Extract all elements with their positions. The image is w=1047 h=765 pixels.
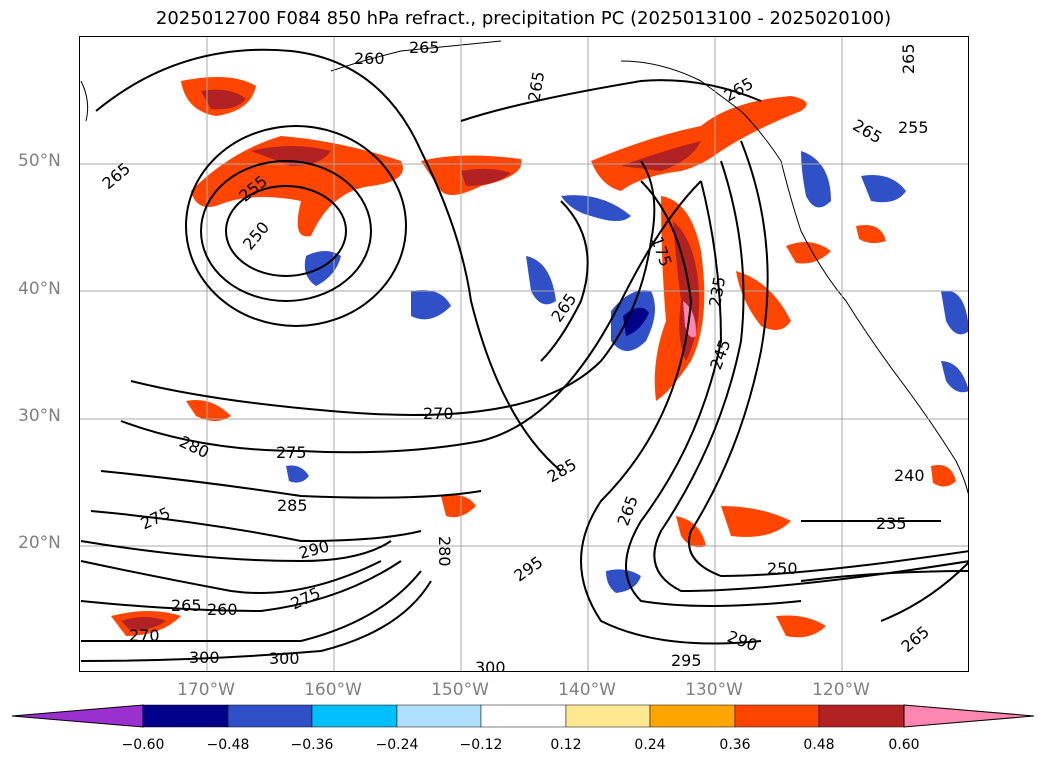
contour-label: 265 — [849, 116, 885, 148]
contour-label: 265 — [899, 43, 918, 74]
contour-label: 265 — [409, 38, 440, 57]
colorbar-segment — [142, 704, 229, 728]
contour-label: 245 — [706, 337, 734, 372]
colorbar-segment — [565, 704, 651, 728]
colorbar-tick: −0.24 — [375, 737, 419, 753]
contour-label: 270 — [423, 404, 454, 423]
contour-label: 295 — [510, 552, 546, 585]
colorbar-segment — [649, 704, 736, 728]
contour-label: 300 — [269, 649, 300, 668]
contour-label: 235 — [876, 514, 907, 533]
colorbar-tick: 0.48 — [803, 737, 835, 753]
contour-label: 300 — [475, 658, 506, 672]
lat-label-20n: 20°N — [18, 533, 61, 553]
colorbar-segment — [11, 704, 144, 728]
colorbar-tick: 0.60 — [888, 737, 920, 753]
lat-label-30n: 30°N — [18, 406, 61, 426]
colorbar-tick: −0.60 — [121, 737, 165, 753]
precip-shading — [111, 77, 968, 638]
contour-label: 270 — [129, 626, 160, 645]
colorbar-segment — [227, 704, 313, 728]
colorbar-segment — [903, 704, 1035, 728]
map-title: 2025012700 F084 850 hPa refract., precip… — [155, 8, 892, 29]
map-panel: 265 260 265 265 265 255 265 250 255 265 … — [79, 36, 969, 672]
contour-label: 255 — [898, 118, 929, 137]
contour-label: 275 — [288, 583, 324, 613]
contour-label: 265 — [897, 622, 933, 656]
colorbar-segment — [480, 704, 567, 728]
contour-label: 275 — [276, 443, 307, 462]
colorbar-tick: 0.12 — [550, 737, 582, 753]
contour-label: 240 — [894, 466, 925, 485]
contour-label: 280 — [435, 536, 454, 567]
colorbar-segment — [396, 704, 482, 728]
contour-label: 260 — [207, 600, 238, 619]
lon-label-130w: 130°W — [685, 680, 743, 700]
contour-label: 300 — [189, 648, 220, 667]
contour-label: 295 — [671, 651, 702, 670]
colorbar-tick: 0.24 — [634, 737, 666, 753]
lon-label-140w: 140°W — [558, 680, 616, 700]
lon-label-160w: 160°W — [304, 680, 362, 700]
colorbar-segment — [818, 704, 905, 728]
refractivity-contours — [80, 48, 968, 662]
contour-label: 250 — [239, 218, 273, 254]
map-canvas: 265 260 265 265 265 255 265 250 255 265 … — [80, 37, 968, 672]
coastlines — [80, 40, 968, 495]
contour-label: 250 — [767, 559, 798, 578]
colorbar-tick: −0.36 — [290, 737, 334, 753]
contour-label: 235 — [705, 275, 729, 308]
contour-label: 265 — [614, 493, 642, 528]
colorbar-segment — [734, 704, 820, 728]
lon-label-150w: 150°W — [431, 680, 489, 700]
colorbar-segment — [311, 704, 398, 728]
contour-label: 290 — [725, 627, 760, 655]
colorbar-svg — [11, 704, 1035, 728]
contour-label: 265 — [721, 74, 757, 106]
colorbar-tick: 0.36 — [719, 737, 751, 753]
colorbar — [11, 704, 1036, 734]
contour-label: 260 — [354, 49, 385, 68]
lon-label-170w: 170°W — [177, 680, 235, 700]
contour-label: 275 — [138, 503, 174, 533]
contour-label: 265 — [171, 596, 202, 615]
colorbar-tick: −0.12 — [459, 737, 503, 753]
lat-label-40n: 40°N — [18, 279, 61, 299]
contour-label: 285 — [277, 496, 308, 515]
colorbar-tick: −0.48 — [206, 737, 250, 753]
lat-label-50n: 50°N — [18, 151, 61, 171]
lon-label-120w: 120°W — [812, 680, 870, 700]
